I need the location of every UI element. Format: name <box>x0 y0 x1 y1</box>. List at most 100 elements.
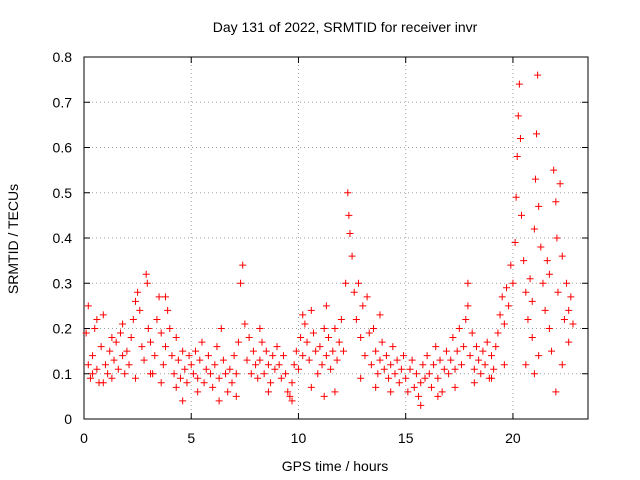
data-point <box>475 356 483 364</box>
data-point <box>526 275 534 283</box>
data-point <box>290 361 298 369</box>
data-point <box>567 293 575 301</box>
data-point <box>172 334 180 342</box>
data-point <box>99 379 107 387</box>
data-point <box>307 306 315 314</box>
data-point <box>514 112 522 120</box>
data-point <box>359 302 367 310</box>
data-point <box>301 320 309 328</box>
data-point <box>530 225 538 233</box>
data-point <box>249 347 257 355</box>
data-point <box>560 315 568 323</box>
data-point <box>333 356 341 364</box>
data-point <box>181 365 189 373</box>
data-point <box>260 370 268 378</box>
data-point <box>408 356 416 364</box>
data-point <box>204 352 212 360</box>
y-tick-label: 0.4 <box>53 230 73 246</box>
data-point <box>228 379 236 387</box>
data-point <box>143 279 151 287</box>
data-point <box>391 370 399 378</box>
data-point <box>252 361 260 369</box>
data-point <box>421 374 429 382</box>
data-point <box>84 302 92 310</box>
data-point <box>234 338 242 346</box>
data-point <box>97 343 105 351</box>
data-point <box>256 325 264 332</box>
data-point <box>423 352 431 360</box>
data-point <box>505 302 513 310</box>
data-point <box>211 361 219 369</box>
data-point <box>445 370 453 378</box>
data-point <box>299 352 307 360</box>
data-point <box>522 361 530 369</box>
y-tick-label: 0.7 <box>53 94 73 110</box>
data-point <box>226 365 234 373</box>
data-point <box>196 356 204 364</box>
data-point <box>307 383 315 391</box>
data-point <box>322 302 330 310</box>
data-point <box>472 343 480 351</box>
data-point <box>453 347 461 355</box>
data-point <box>509 279 517 287</box>
data-point <box>494 329 502 337</box>
data-point <box>361 352 369 360</box>
data-point <box>207 370 215 378</box>
data-point <box>438 388 446 396</box>
data-point <box>503 284 511 292</box>
data-point <box>286 392 294 400</box>
data-point <box>318 361 326 369</box>
data-point <box>515 80 523 88</box>
data-point <box>451 383 459 391</box>
data-point <box>545 270 553 278</box>
data-point <box>151 352 159 360</box>
data-point <box>213 343 221 351</box>
data-point <box>172 383 180 391</box>
data-point <box>531 175 539 183</box>
data-point <box>157 379 165 387</box>
data-point <box>164 306 172 314</box>
ticks <box>83 56 588 420</box>
data-point <box>376 356 384 364</box>
x-tick-label: 0 <box>80 430 88 446</box>
data-point <box>127 334 135 342</box>
data-point <box>222 370 230 378</box>
data-point <box>539 279 547 287</box>
data-point <box>500 361 508 369</box>
x-tick-label: 15 <box>398 430 414 446</box>
data-point <box>340 347 348 355</box>
data-point <box>487 352 495 360</box>
data-point <box>86 374 94 382</box>
x-axis-label: GPS time / hours <box>282 458 389 474</box>
data-point <box>419 361 427 369</box>
data-point <box>565 338 573 346</box>
data-point <box>513 153 521 161</box>
data-point <box>284 388 292 396</box>
data-point <box>389 343 397 351</box>
data-point <box>417 379 425 387</box>
data-point <box>470 379 478 387</box>
data-point <box>93 315 101 323</box>
data-point <box>241 320 249 328</box>
y-tick-label: 0 <box>64 411 72 427</box>
data-point <box>112 338 120 346</box>
data-point <box>442 347 450 355</box>
data-point <box>498 293 506 301</box>
data-point <box>346 229 354 237</box>
data-point <box>425 370 433 378</box>
data-point <box>554 288 562 296</box>
data-point <box>93 365 101 373</box>
data-point <box>550 166 558 174</box>
data-point <box>552 198 560 206</box>
data-point <box>376 311 384 319</box>
data-point <box>121 370 129 378</box>
data-point <box>271 365 279 373</box>
data-point <box>224 388 232 396</box>
data-point <box>558 361 566 369</box>
data-point <box>136 306 144 314</box>
data-point <box>400 352 408 360</box>
data-point <box>352 315 360 323</box>
data-point <box>563 279 571 287</box>
data-point <box>530 370 538 378</box>
